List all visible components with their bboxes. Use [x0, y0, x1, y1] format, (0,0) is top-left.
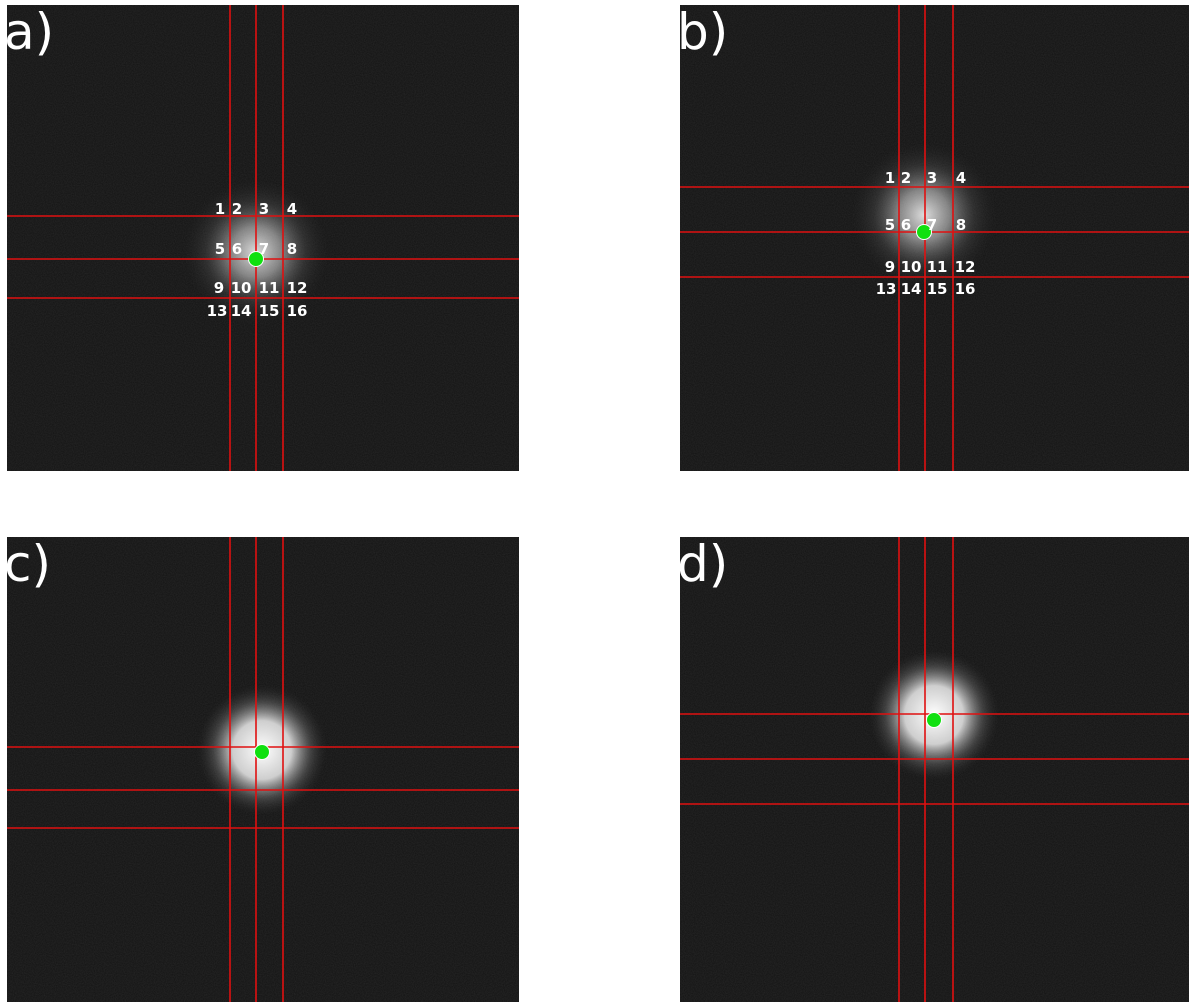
cell-number: 14 — [231, 302, 252, 320]
cell-number: 1 — [215, 200, 225, 218]
cell-number: 12 — [287, 279, 308, 297]
cell-number: 15 — [259, 302, 280, 320]
panel: d) — [677, 535, 1189, 1002]
cell-number: 10 — [901, 258, 922, 276]
panel-label: c) — [4, 535, 51, 593]
cell-number: 4 — [287, 200, 297, 218]
cell-number: 3 — [259, 200, 269, 218]
figure: a)12345678910111213141516b)1234567891011… — [0, 0, 1189, 1002]
cell-number: 7 — [259, 240, 269, 258]
cell-number: 16 — [955, 280, 976, 298]
cell-number: 13 — [207, 302, 228, 320]
panel-label: b) — [677, 3, 728, 61]
cell-number: 6 — [232, 240, 242, 258]
panel-label: d) — [677, 535, 728, 593]
panel: c) — [4, 535, 519, 1002]
cell-number: 9 — [214, 279, 224, 297]
page: {"panels": [ {"label": "a)", "cells": ["… — [0, 0, 1189, 1002]
cell-number: 5 — [885, 216, 895, 234]
cell-number: 8 — [956, 216, 966, 234]
centroid-dot — [927, 713, 942, 728]
cell-number: 14 — [901, 280, 922, 298]
cell-number: 12 — [955, 258, 976, 276]
cell-number: 15 — [927, 280, 948, 298]
panel-label: a) — [4, 3, 54, 61]
cell-number: 10 — [231, 279, 252, 297]
cell-number: 7 — [927, 216, 937, 234]
cell-number: 2 — [901, 169, 911, 187]
cell-number: 9 — [885, 258, 895, 276]
cell-number: 11 — [259, 279, 280, 297]
cell-number: 4 — [956, 169, 966, 187]
cell-number: 11 — [927, 258, 948, 276]
cell-number: 8 — [287, 240, 297, 258]
cell-number: 16 — [287, 302, 308, 320]
cell-number: 1 — [885, 169, 895, 187]
cell-number: 6 — [901, 216, 911, 234]
cell-number: 2 — [232, 200, 242, 218]
cell-number: 13 — [876, 280, 897, 298]
cell-number: 5 — [215, 240, 225, 258]
cell-number: 3 — [927, 169, 937, 187]
centroid-dot — [255, 745, 270, 760]
